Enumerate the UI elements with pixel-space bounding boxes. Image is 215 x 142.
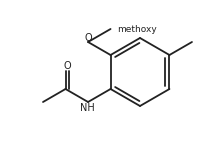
Text: NH: NH — [80, 103, 94, 113]
Text: methoxy: methoxy — [118, 25, 157, 34]
Text: O: O — [84, 33, 92, 43]
Text: O: O — [63, 61, 71, 71]
